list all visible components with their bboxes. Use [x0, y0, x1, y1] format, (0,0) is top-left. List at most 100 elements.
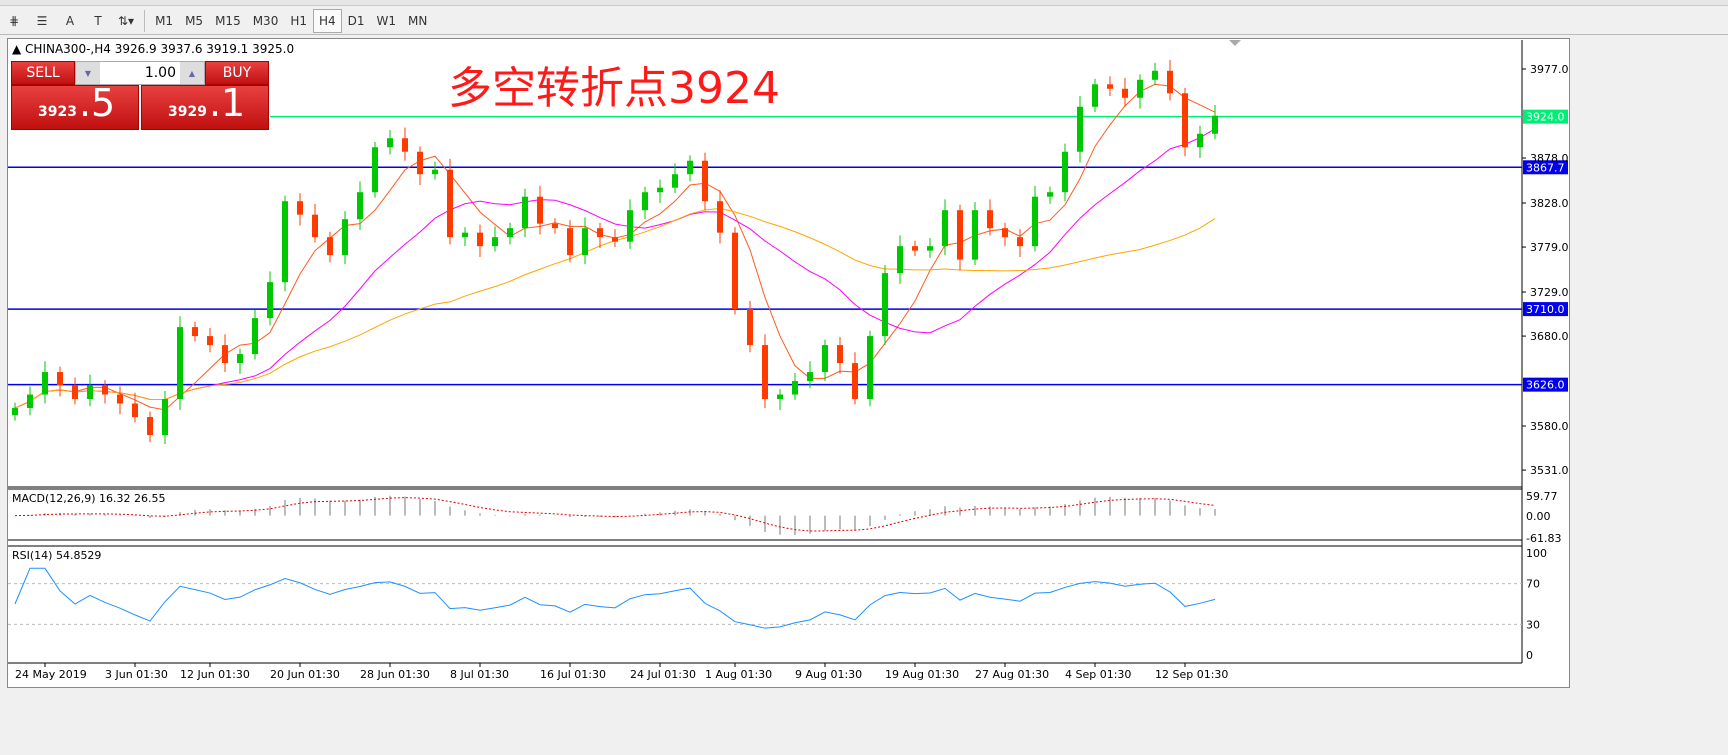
candle-body	[972, 210, 978, 260]
timeframe-w1[interactable]: W1	[376, 13, 397, 28]
fibonacci-fan-icon[interactable]: ⋕	[8, 13, 20, 28]
sell-button[interactable]: SELL	[11, 61, 75, 85]
macd-tick-label: 59.77	[1526, 490, 1558, 503]
candle-body	[192, 327, 198, 337]
timeframe-h4[interactable]: H4	[313, 8, 342, 33]
chart-shift-marker	[1229, 40, 1241, 46]
rsi-tick-label: 30	[1526, 618, 1540, 631]
level-label: 3626.0	[1526, 379, 1565, 392]
text-icon[interactable]: A	[65, 13, 75, 28]
timeframe-m30[interactable]: M30	[252, 13, 279, 28]
chart-window[interactable]	[7, 38, 1570, 688]
candle-body	[567, 228, 573, 256]
arrows-dropdown-icon[interactable]: ⇅▾	[118, 13, 135, 28]
candle-body	[1197, 133, 1203, 148]
candle-body	[1212, 115, 1218, 134]
time-tick-label: 8 Jul 01:30	[450, 668, 509, 681]
candle-body	[207, 336, 213, 346]
price-tick-label: 3828.0	[1530, 197, 1569, 210]
time-tick-label: 12 Jun 01:30	[180, 668, 250, 681]
candle-body	[732, 232, 738, 310]
macd-tick-label: -61.83	[1526, 532, 1561, 545]
candle-body	[447, 169, 453, 238]
candle-body	[1167, 70, 1173, 94]
candle-body	[747, 309, 753, 346]
candle-body	[1182, 93, 1188, 148]
toolbar-separator	[144, 9, 146, 32]
candle-body	[72, 385, 78, 400]
level-tag	[1523, 160, 1568, 175]
time-tick-label: 19 Aug 01:30	[885, 668, 959, 681]
time-tick-label: 24 Jul 01:30	[630, 668, 696, 681]
bid-big: .5	[78, 81, 116, 125]
time-tick-label: 20 Jun 01:30	[270, 668, 340, 681]
candle-body	[357, 192, 363, 220]
level-tag	[1523, 302, 1568, 317]
candle-body	[297, 201, 303, 215]
rsi-tick-label: 70	[1526, 578, 1540, 591]
candle-body	[1122, 88, 1128, 98]
timeframe-m1[interactable]: M1	[155, 13, 174, 28]
candle-body	[417, 151, 423, 175]
candle-body	[537, 196, 543, 224]
lot-value[interactable]: 1.00	[144, 65, 176, 81]
time-tick-label: 16 Jul 01:30	[540, 668, 606, 681]
text-label-icon[interactable]: T	[94, 13, 102, 28]
candle-body	[1092, 84, 1098, 107]
candle-body	[102, 385, 108, 395]
candle-body	[582, 228, 588, 256]
candle-body	[327, 237, 333, 256]
rsi-tick-label: 0	[1526, 649, 1533, 662]
candle-body	[1152, 70, 1158, 80]
candle-body	[1137, 79, 1143, 98]
ask-big: .1	[208, 81, 246, 125]
level-tag	[1523, 377, 1568, 392]
timeframe-m15[interactable]: M15	[215, 13, 241, 28]
candle-body	[897, 246, 903, 274]
candle-body	[402, 138, 408, 152]
candle-body	[717, 201, 723, 233]
candle-body	[477, 232, 483, 247]
price-tick-label: 3580.0	[1530, 420, 1569, 433]
lot-size-input[interactable]: ▼ 1.00 ▲	[75, 61, 205, 85]
candle-body	[162, 399, 168, 436]
candle-body	[312, 214, 318, 238]
price-tick-label: 3977.0	[1530, 63, 1569, 76]
lot-decrease-button[interactable]: ▼	[76, 62, 100, 84]
timeframe-d1[interactable]: D1	[347, 13, 365, 28]
one-click-trading-panel: SELL ▼ 1.00 ▲ BUY 3923.5 3929.1	[11, 61, 269, 130]
fibonacci-lines-icon[interactable]: ☰	[36, 13, 48, 28]
candle-body	[762, 345, 768, 400]
time-tick-label: 4 Sep 01:30	[1065, 668, 1131, 681]
candle-body	[987, 210, 993, 229]
candle-body	[657, 187, 663, 193]
rsi-tick-label: 100	[1526, 547, 1547, 560]
candle-body	[852, 363, 858, 400]
candle-body	[252, 318, 258, 355]
bid-price-button[interactable]: 3923.5	[11, 81, 139, 130]
candle-body	[432, 169, 438, 175]
buy-button[interactable]: BUY	[205, 61, 269, 85]
lot-increase-button[interactable]: ▲	[180, 62, 204, 84]
candle-body	[372, 147, 378, 193]
ma-mid-line	[14, 128, 1216, 409]
candle-body	[822, 345, 828, 373]
candle-body	[927, 246, 933, 251]
candle-body	[942, 210, 948, 247]
candle-body	[642, 192, 648, 211]
candle-body	[132, 403, 138, 418]
time-tick-label: 3 Jun 01:30	[105, 668, 168, 681]
price-tick-label: 3680.0	[1530, 330, 1569, 343]
candle-body	[147, 417, 153, 436]
symbol-ohlc: CHINA300-,H4 3926.9 3937.6 3919.1 3925.0	[25, 42, 295, 56]
timeframe-m5[interactable]: M5	[185, 13, 204, 28]
price-tick-label: 3779.0	[1530, 241, 1569, 254]
timeframe-mn[interactable]: MN	[408, 13, 428, 28]
candle-body	[462, 232, 468, 238]
timeframe-h1[interactable]: H1	[290, 13, 307, 28]
candle-body	[1047, 192, 1053, 197]
candle-body	[507, 228, 513, 238]
rsi-line	[14, 567, 1216, 629]
ask-price-button[interactable]: 3929.1	[141, 81, 269, 130]
